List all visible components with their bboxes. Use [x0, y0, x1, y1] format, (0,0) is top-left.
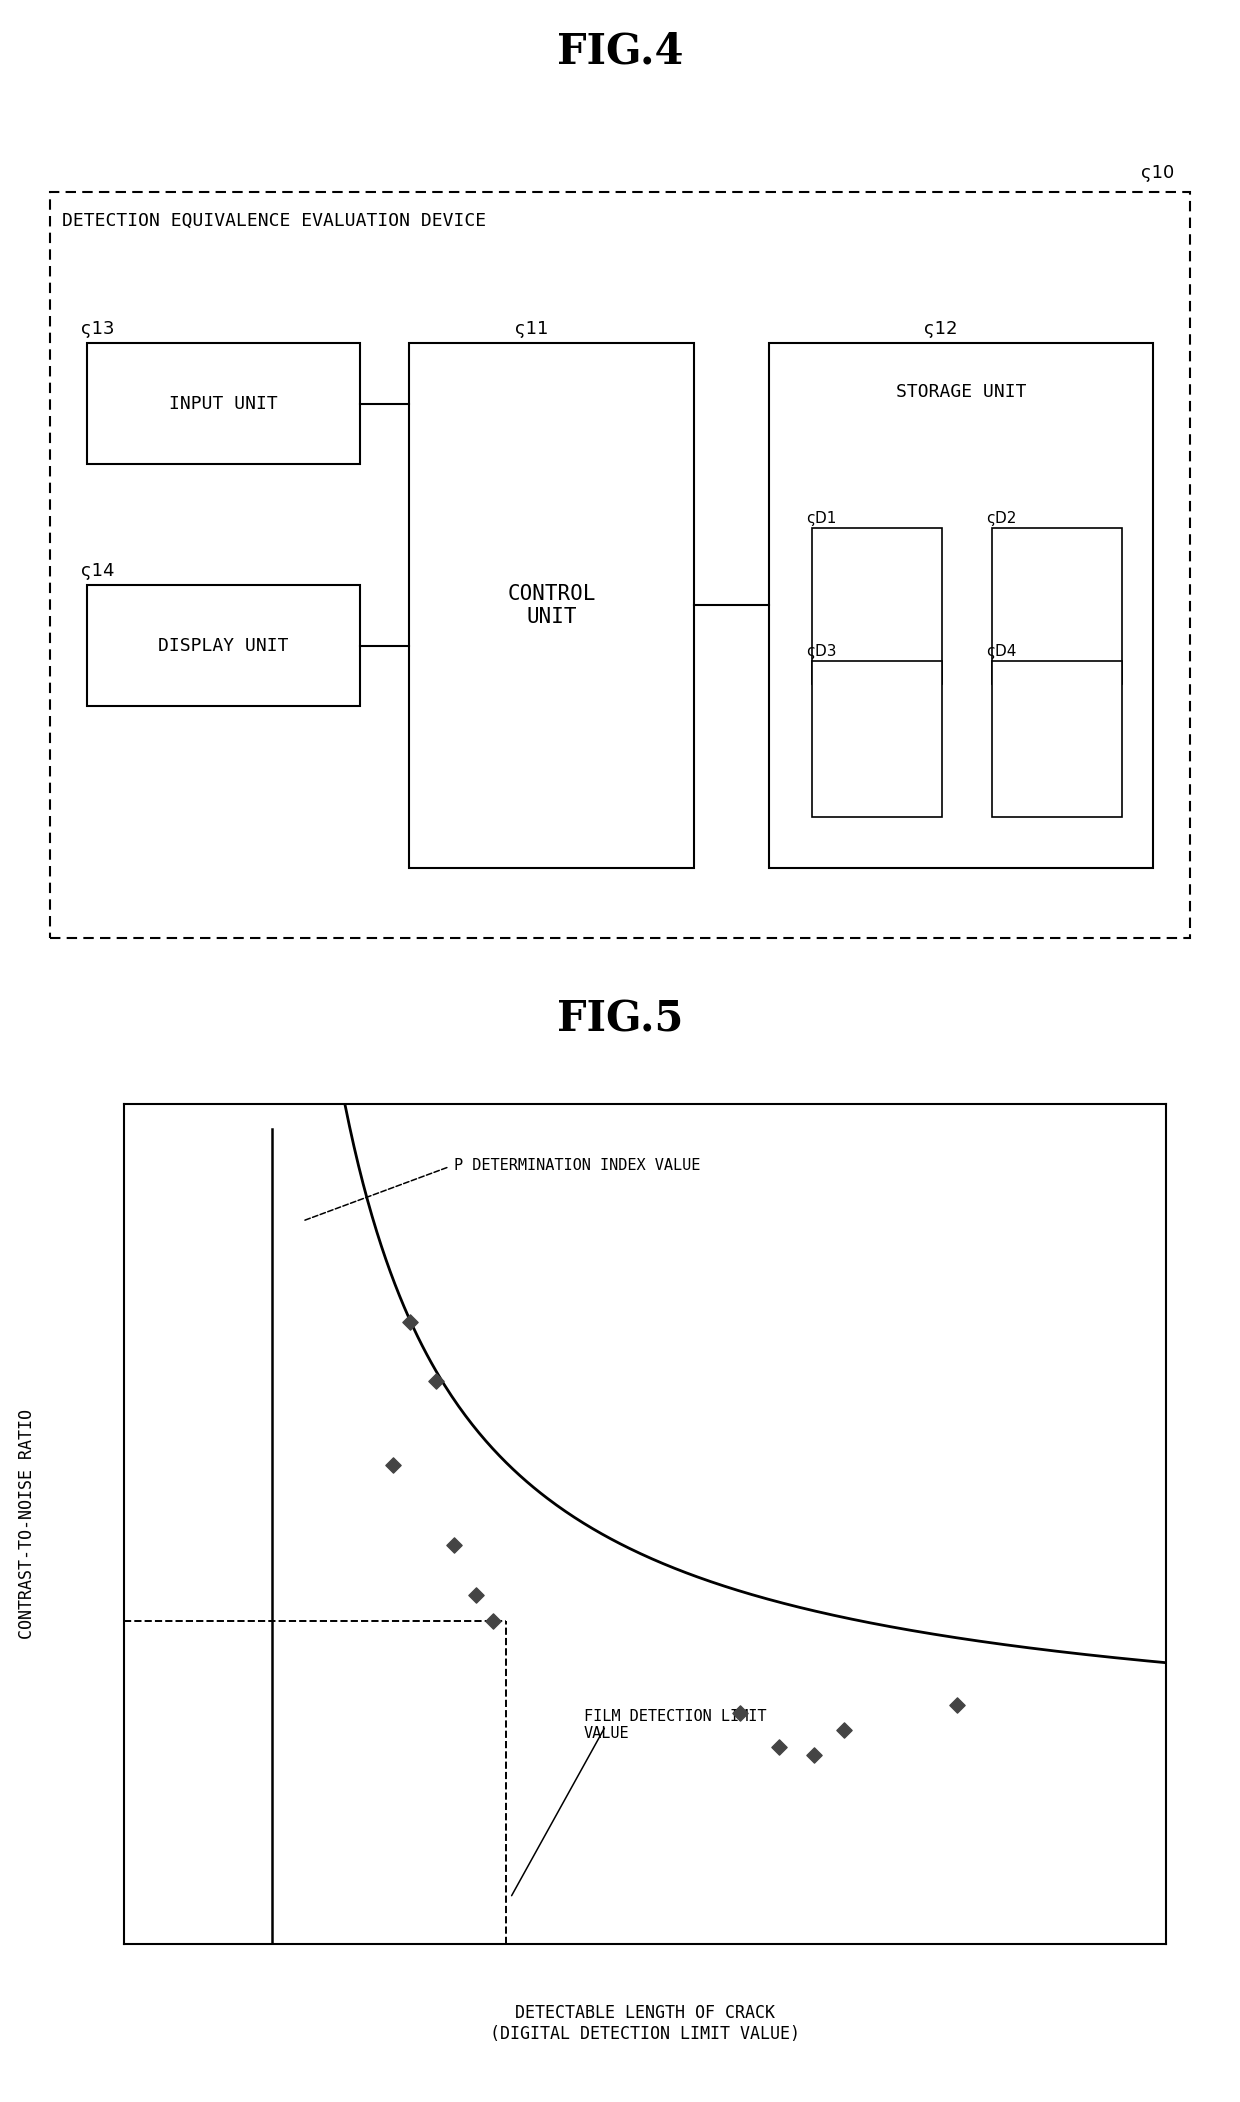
Text: FILM DETECTION LIMIT
VALUE: FILM DETECTION LIMIT VALUE — [584, 1709, 766, 1740]
Bar — [87, 343, 360, 465]
Bar — [87, 584, 360, 706]
Point — [804, 1738, 823, 1772]
Point — [427, 1364, 446, 1398]
Bar — [992, 528, 1122, 683]
Point — [482, 1604, 502, 1637]
Text: CONTRAST-TO-NOISE RATIO: CONTRAST-TO-NOISE RATIO — [19, 1408, 36, 1640]
Text: STORAGE UNIT: STORAGE UNIT — [895, 383, 1027, 401]
Point — [769, 1730, 789, 1764]
Bar — [812, 528, 942, 683]
Point — [401, 1305, 420, 1339]
Text: ςD2: ςD2 — [986, 511, 1016, 526]
Text: DETECTABLE LENGTH OF CRACK
(DIGITAL DETECTION LIMIT VALUE): DETECTABLE LENGTH OF CRACK (DIGITAL DETE… — [490, 2005, 800, 2043]
Text: ς13: ς13 — [81, 320, 114, 338]
Text: ς10: ς10 — [1141, 164, 1174, 181]
Text: ςD3: ςD3 — [806, 643, 837, 658]
Point — [444, 1528, 464, 1562]
Text: ςD4: ςD4 — [986, 643, 1016, 658]
Point — [947, 1688, 967, 1722]
Text: P DETERMINATION INDEX VALUE: P DETERMINATION INDEX VALUE — [454, 1158, 701, 1173]
Point — [835, 1713, 854, 1747]
Text: FIG.4: FIG.4 — [557, 29, 683, 71]
Text: ςD1: ςD1 — [806, 511, 836, 526]
Text: DETECTION EQUIVALENCE EVALUATION DEVICE: DETECTION EQUIVALENCE EVALUATION DEVICE — [62, 212, 486, 229]
Bar — [769, 343, 1153, 868]
Text: FIG.5: FIG.5 — [557, 998, 683, 1040]
Point — [730, 1696, 750, 1730]
Bar — [50, 191, 1190, 937]
Text: ς11: ς11 — [515, 320, 548, 338]
Point — [383, 1448, 403, 1482]
Point — [465, 1579, 485, 1612]
Text: ς14: ς14 — [81, 561, 114, 580]
Bar — [409, 343, 694, 868]
Text: CONTROL
UNIT: CONTROL UNIT — [507, 584, 596, 626]
Text: DISPLAY UNIT: DISPLAY UNIT — [157, 637, 289, 654]
Bar — [992, 660, 1122, 818]
Text: ς12: ς12 — [924, 320, 957, 338]
Bar — [812, 660, 942, 818]
Text: INPUT UNIT: INPUT UNIT — [169, 395, 278, 412]
